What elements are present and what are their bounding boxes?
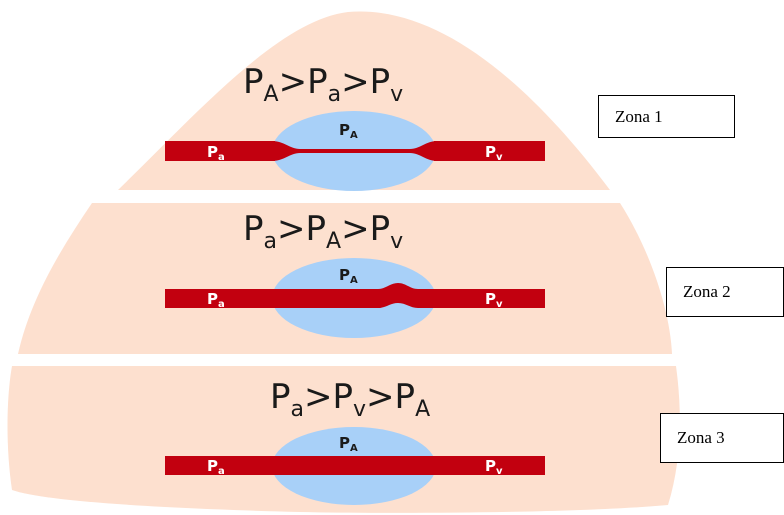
zone-1-diagram: PA>Pa>Pv PA Pa Pv — [165, 62, 545, 191]
zone-2-label: Zona 2 — [683, 282, 731, 301]
zone-2-venous-pressure-label: Pv — [485, 290, 503, 310]
zone-1-label-box: Zona 1 — [598, 95, 735, 138]
zone-2-label-box: Zona 2 — [666, 267, 784, 317]
zone-1-venous-pressure-label: Pv — [485, 143, 503, 163]
zone-1-arterial-pressure-label: Pa — [207, 143, 225, 163]
zone-2-diagram: Pa>PA>Pv PA Pa Pv — [165, 209, 545, 338]
zone-1-label: Zona 1 — [615, 106, 663, 126]
zone-2-arterial-pressure-label: Pa — [207, 290, 225, 310]
zone-2-equation: Pa>PA>Pv — [243, 209, 403, 254]
zone-1-vessel-right — [434, 141, 545, 161]
zone-3-vessel — [165, 456, 545, 475]
zone-3-label-box: Zona 3 — [660, 413, 784, 463]
zone-1-vessel-collapsed — [272, 141, 437, 161]
zone-2-vessel — [165, 283, 545, 308]
zone-3-diagram: Pa>Pv>PA PA Pa Pv — [165, 377, 545, 505]
zone-1-vessel-left — [165, 141, 275, 161]
zone-3-arterial-pressure-label: Pa — [207, 457, 225, 477]
zone-1-equation: PA>Pa>Pv — [243, 62, 403, 107]
zone-1-alveolar-pressure-label: PA — [339, 121, 358, 141]
zone-3-venous-pressure-label: Pv — [485, 457, 503, 477]
zone-3-label: Zona 3 — [677, 428, 725, 447]
zone-3-equation: Pa>Pv>PA — [270, 377, 430, 422]
zone-3-alveolar-pressure-label: PA — [339, 434, 358, 454]
zone-2-alveolar-pressure-label: PA — [339, 266, 358, 286]
